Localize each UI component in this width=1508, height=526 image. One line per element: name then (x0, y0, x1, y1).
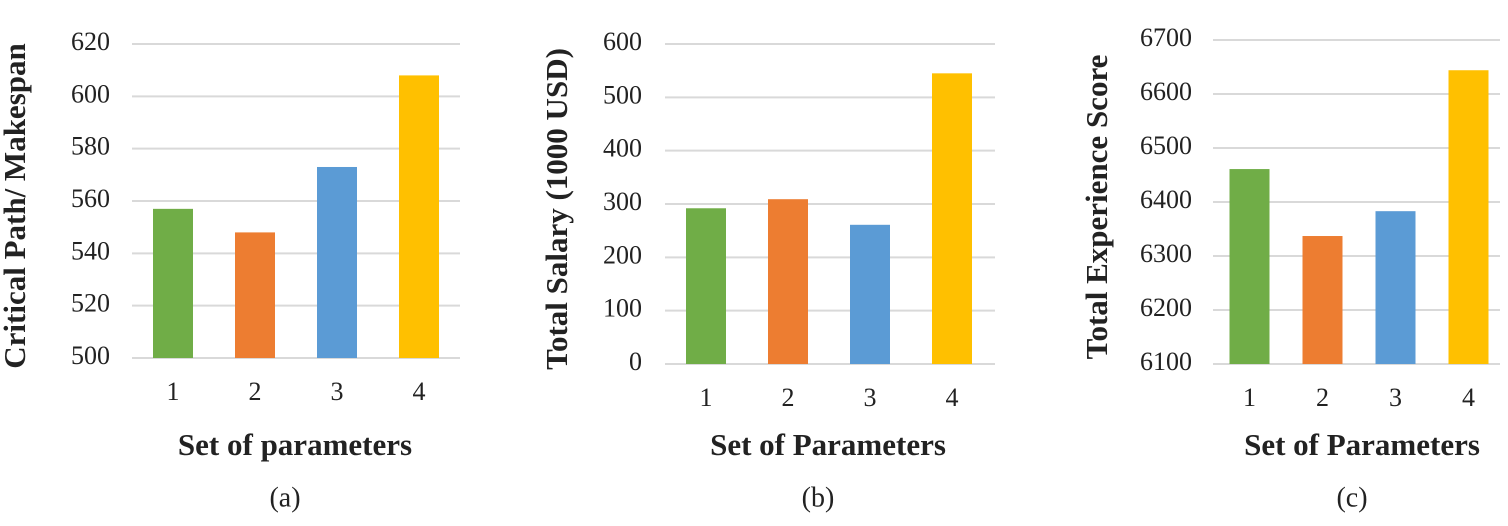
x-tick-label: 3 (864, 383, 877, 412)
bar (1448, 70, 1489, 365)
x-tick-label: 2 (249, 377, 262, 406)
caption: (b) (802, 482, 835, 513)
y-axis-title: Total Experience Score (1079, 55, 1114, 360)
x-axis-title: Set of Parameters (710, 427, 946, 462)
caption: (a) (269, 482, 300, 513)
bar (1229, 169, 1270, 364)
y-tick-label: 500 (71, 341, 110, 370)
x-tick-label: 3 (1389, 383, 1402, 412)
bar (850, 224, 890, 364)
x-axis-title: Set of Parameters (1244, 427, 1480, 462)
y-axis-title: Total Salary (1000 USD) (539, 48, 574, 370)
y-tick-label: 6200 (1140, 293, 1192, 322)
y-tick-label: 540 (71, 236, 110, 265)
y-tick-label: 6600 (1140, 77, 1192, 106)
bar (686, 208, 726, 364)
bar (153, 208, 193, 358)
y-tick-label: 6700 (1140, 23, 1192, 52)
x-tick-label: 3 (331, 377, 344, 406)
y-tick-label: 0 (629, 347, 642, 376)
y-tick-label: 100 (603, 294, 642, 323)
bar (768, 199, 808, 364)
bar (1375, 211, 1416, 364)
bar (399, 75, 439, 359)
bar (317, 166, 357, 358)
bar (235, 232, 275, 358)
y-tick-label: 500 (603, 80, 642, 109)
x-tick-label: 1 (700, 383, 713, 412)
y-tick-label: 600 (71, 79, 110, 108)
y-tick-label: 6300 (1140, 239, 1192, 268)
x-tick-label: 2 (1316, 383, 1329, 412)
x-axis-title: Set of parameters (178, 427, 412, 462)
x-tick-label: 2 (782, 383, 795, 412)
y-tick-label: 600 (603, 27, 642, 56)
x-tick-label: 4 (413, 377, 426, 406)
caption: (c) (1336, 482, 1367, 513)
bar (1302, 236, 1343, 364)
y-tick-label: 6100 (1140, 347, 1192, 376)
y-tick-label: 6400 (1140, 185, 1192, 214)
x-tick-label: 1 (1243, 383, 1256, 412)
bar (932, 73, 972, 364)
x-tick-label: 4 (1462, 383, 1475, 412)
y-axis-title: Critical Path/ Makespan (0, 43, 32, 369)
y-tick-label: 400 (603, 134, 642, 163)
x-tick-label: 1 (167, 377, 180, 406)
y-tick-label: 520 (71, 289, 110, 318)
y-tick-label: 620 (71, 27, 110, 56)
y-tick-label: 200 (603, 240, 642, 269)
y-tick-label: 580 (71, 132, 110, 161)
y-tick-label: 560 (71, 184, 110, 213)
y-tick-label: 6500 (1140, 131, 1192, 160)
x-tick-label: 4 (946, 383, 959, 412)
y-tick-label: 300 (603, 187, 642, 216)
